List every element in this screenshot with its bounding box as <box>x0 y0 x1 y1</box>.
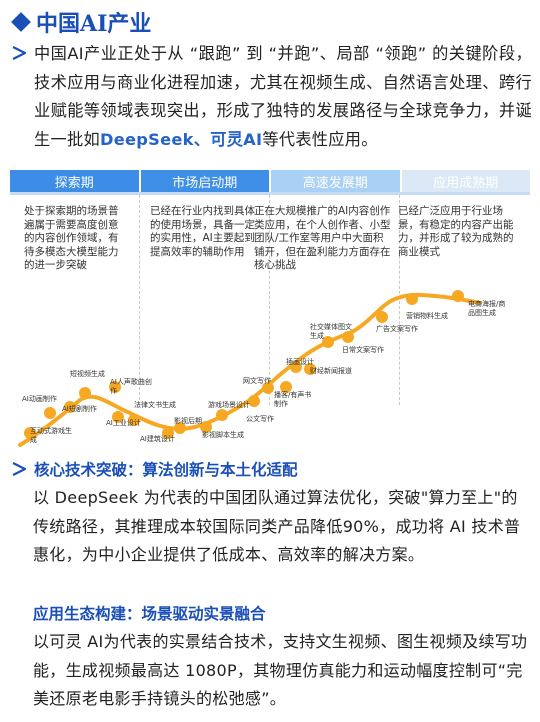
phase-timeline: 探索期 市场启动期 高速发展期 应用成熟期 <box>10 170 530 194</box>
curve-point <box>128 414 140 426</box>
arrow-right-icon <box>12 46 27 60</box>
curve-point-label: 播客/有声书制作 <box>274 391 312 408</box>
curve-point <box>64 401 76 413</box>
curve-point <box>248 395 260 407</box>
section2-body: 以可灵 AI为代表的实景结合技术，支持文生视频、图生视频及续写功能，生成视频最高… <box>33 632 528 708</box>
page-title: 中国AI产业 <box>36 11 152 37</box>
curve-point <box>262 382 274 394</box>
phase-divider <box>399 195 400 405</box>
curve-point-label: AI工业设计 <box>106 419 141 427</box>
curve-point-label: 电商海报/商品图生成 <box>468 300 506 317</box>
curve-point-label: 互动式游戏生成 <box>30 427 72 444</box>
curve-point <box>44 407 56 419</box>
curve-point-label: AI建筑设计 <box>140 435 175 443</box>
curve-point <box>322 336 334 348</box>
phase-description: 处于探索期的场景普遍属于需要高度创意的内容创作领域，有待多模态大模型能力的进一步… <box>24 205 119 271</box>
curve-point-label: 短视频生成 <box>70 370 105 378</box>
curve-point-label: 游戏场景设计 <box>208 401 250 409</box>
curve-point <box>24 427 36 439</box>
curve-point <box>200 421 212 433</box>
curve-point <box>174 422 186 434</box>
arrow-right-icon <box>12 462 27 476</box>
intro-text: 中国AI产业正处于从 “跟跑” 到 “并跑”、局部 “领跑” 的关键阶段，技术应… <box>34 44 532 149</box>
phase-divider <box>269 195 270 405</box>
curve-point-label: 影视后期 <box>174 417 202 425</box>
intro-block: 中国AI产业正处于从 “跟跑” 到 “并跑”、局部 “领跑” 的关键阶段，技术应… <box>10 40 532 154</box>
timeline-baseline <box>10 192 530 195</box>
phase-divider <box>139 195 140 405</box>
curve-point <box>79 387 91 399</box>
curve-point <box>452 290 464 302</box>
adoption-curve: 互动式游戏生成 AI动画制作 AI短剧制作 短视频生成 AI人声歌曲创作 AI工业设计 法律… <box>10 195 530 450</box>
phase-label: 高速发展期 <box>271 170 400 192</box>
curve-point <box>342 331 354 343</box>
curve-svg <box>18 290 482 447</box>
curve-point-label: AI人声歌曲创作 <box>110 378 152 395</box>
intro-paragraph: 中国AI产业正处于从 “跟跑” 到 “并跑”、局部 “领跑” 的关键阶段，技术应… <box>34 40 532 154</box>
curve-point-label: AI动画制作 <box>22 395 57 403</box>
curve-point-label: 日常文案写作 <box>342 346 384 354</box>
phase-description: 已经在行业内找到具体的使用场景，具备一定的实用性，AI主要起到提高效率的辅助作用 <box>150 205 255 258</box>
intro-highlight: DeepSeek、可灵AI <box>99 129 263 149</box>
phase-description: 已经广泛应用于行业场景，有稳定的内容产出能力，并形成了较为成熟的商业模式 <box>398 205 514 258</box>
curve-point-label: 营销物料生成 <box>406 312 448 320</box>
section1-heading: 核心技术突破：算法创新与本土化适配 <box>10 458 298 480</box>
curve-point <box>112 411 124 423</box>
curve-point-label: 财经新闻报道 <box>310 367 352 375</box>
curve-point-label: 插画设计 <box>286 358 314 366</box>
curve-point-label: 网文写作 <box>243 377 271 385</box>
curve-point-label: 影视脚本生成 <box>202 431 244 439</box>
intro-text-end: 等代表性应用。 <box>262 129 378 149</box>
curve-point-label: 社交媒体图文生成 <box>310 323 352 340</box>
phase-label: 市场启动期 <box>140 170 269 192</box>
curve-point <box>109 381 121 393</box>
curve-dots <box>24 290 464 439</box>
curve-point <box>216 409 228 421</box>
phase-label: 应用成熟期 <box>401 170 530 192</box>
curve-point-label: 广告文案写作 <box>376 325 418 333</box>
curve-point-label: 法律文书生成 <box>134 401 176 409</box>
curve-point-label: 公文写作 <box>246 415 274 423</box>
phase-label: 探索期 <box>10 170 139 192</box>
section1-title: 核心技术突破：算法创新与本土化适配 <box>34 461 298 479</box>
curve-point <box>376 311 388 323</box>
curve-point <box>290 361 302 373</box>
section-heading: 中国AI产业 <box>10 6 151 38</box>
curve-point-label: AI短剧制作 <box>62 405 97 413</box>
section1-body: 以 DeepSeek 为代表的中国团队通过算法优化，突破"算力至上"的传统路径，… <box>33 488 521 564</box>
curve-point <box>304 363 316 375</box>
phase-description: 正在大规模推广的AI内容创作类应用，在个人创作者、小型团队/工作室等用户中大面积… <box>254 205 391 271</box>
curve-point <box>280 381 292 393</box>
curve-point <box>162 427 174 439</box>
curve-point <box>406 293 418 305</box>
section2-title: 应用生态构建：场景驱动实景融合 <box>33 605 266 623</box>
diamond-icon <box>11 12 31 32</box>
